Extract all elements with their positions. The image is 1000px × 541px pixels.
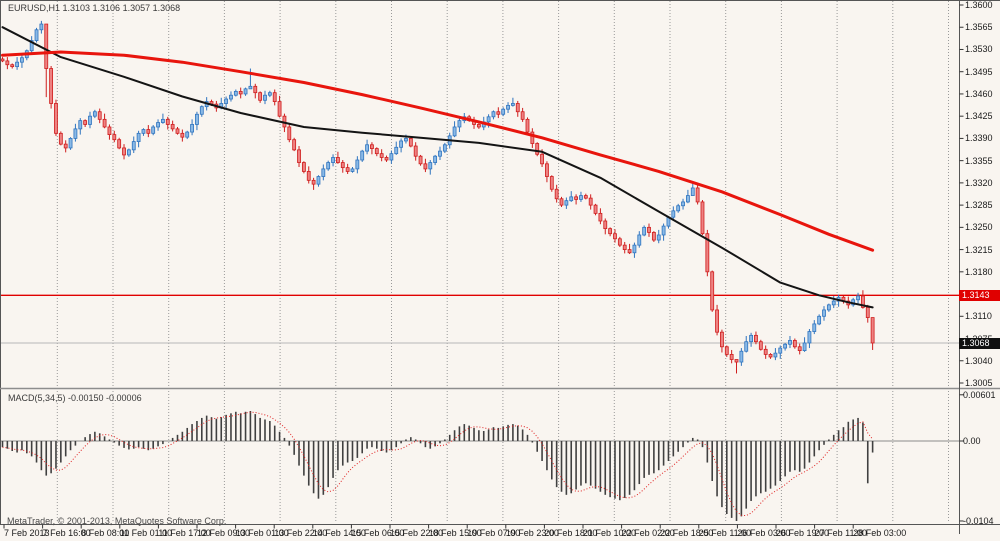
time-tick-label: 25 Feb 11:00 xyxy=(698,528,752,538)
time-tick-label: 21 Feb 10:00 xyxy=(583,528,637,538)
price-tick-label: 1.3040 xyxy=(965,355,993,366)
time-tick-label: 11 Feb 01:00 xyxy=(119,528,173,538)
time-tick-label: 18 Feb 15:00 xyxy=(428,528,482,538)
time-tick-label: 15 Feb 22:00 xyxy=(390,528,444,538)
time-tick-label: 13 Feb 22:00 xyxy=(274,528,328,538)
price-tick-label: 1.3390 xyxy=(965,133,993,144)
time-tick-label: 7 Feb 16:00 xyxy=(42,528,91,538)
current-price-badge: 1.3068 xyxy=(959,338,1000,349)
macd-histogram xyxy=(1,411,874,521)
price-tick-label: 1.3180 xyxy=(965,266,993,277)
price-tick-label: 1.3110 xyxy=(965,311,992,322)
price-tick-label: 1.3285 xyxy=(965,200,993,211)
time-tick-label: 14 Feb 14:00 xyxy=(312,528,366,538)
macd-indicator-label: MACD(5,34,5) -0.00150 -0.00006 xyxy=(8,393,142,403)
price-tick-label: 1.3495 xyxy=(965,66,993,77)
time-tick-label: 22 Feb 02:00 xyxy=(621,528,675,538)
price-tick-label: 1.3460 xyxy=(965,88,993,99)
time-tick-label: 12 Feb 09:00 xyxy=(197,528,251,538)
chart-symbol-title: EURUSD,H1 1.3103 1.3106 1.3057 1.3068 xyxy=(8,3,181,13)
time-tick-label: 19 Feb 07:00 xyxy=(467,528,521,538)
time-tick-label: 19 Feb 23:00 xyxy=(505,528,559,538)
macd-signal-line xyxy=(2,411,873,517)
price-tick-label: 1.3355 xyxy=(965,155,993,166)
time-tick-label: 26 Feb 19:00 xyxy=(776,528,830,538)
price-tick-label: 1.3565 xyxy=(965,22,993,33)
time-tick-label: 15 Feb 06:00 xyxy=(351,528,405,538)
price-tick-label: 1.3600 xyxy=(965,0,993,10)
time-tick-label: 20 Feb 18:00 xyxy=(544,528,598,538)
time-tick-label: 7 Feb 2013 xyxy=(4,528,50,538)
time-tick-label: 22 Feb 18:00 xyxy=(660,528,714,538)
ma-fast-line xyxy=(1,26,874,309)
macd-axis-min-label: -0.0104 xyxy=(963,516,994,526)
ma-slow-line xyxy=(1,50,875,252)
macd-axis-max-label: 0.00601 xyxy=(963,390,996,400)
price-tick-label: 1.3215 xyxy=(965,244,993,255)
time-tick-label: 27 Feb 11:00 xyxy=(814,528,867,538)
price-tick-label: 1.3250 xyxy=(965,222,993,233)
price-tick-label: 1.3425 xyxy=(965,111,993,122)
candles-layer xyxy=(0,20,875,374)
time-tick-label: 13 Feb 01:00 xyxy=(235,528,289,538)
time-tick-label: 28 Feb 03:00 xyxy=(853,528,907,538)
red-level-price-badge: 1.3143 xyxy=(959,290,1000,301)
time-tick-label: 11 Feb 17:00 xyxy=(158,528,211,538)
time-tick-label: 8 Feb 08:00 xyxy=(81,528,130,538)
macd-axis-zero-label: 0.00 xyxy=(963,436,981,446)
time-tick-label: 26 Feb 03:00 xyxy=(737,528,791,538)
price-tick-label: 1.3530 xyxy=(965,44,993,55)
price-tick-label: 1.3320 xyxy=(965,177,993,188)
price-tick-label: 1.3005 xyxy=(965,377,993,388)
copyright-text: MetaTrader, © 2001-2013, MetaQuotes Soft… xyxy=(7,516,227,526)
